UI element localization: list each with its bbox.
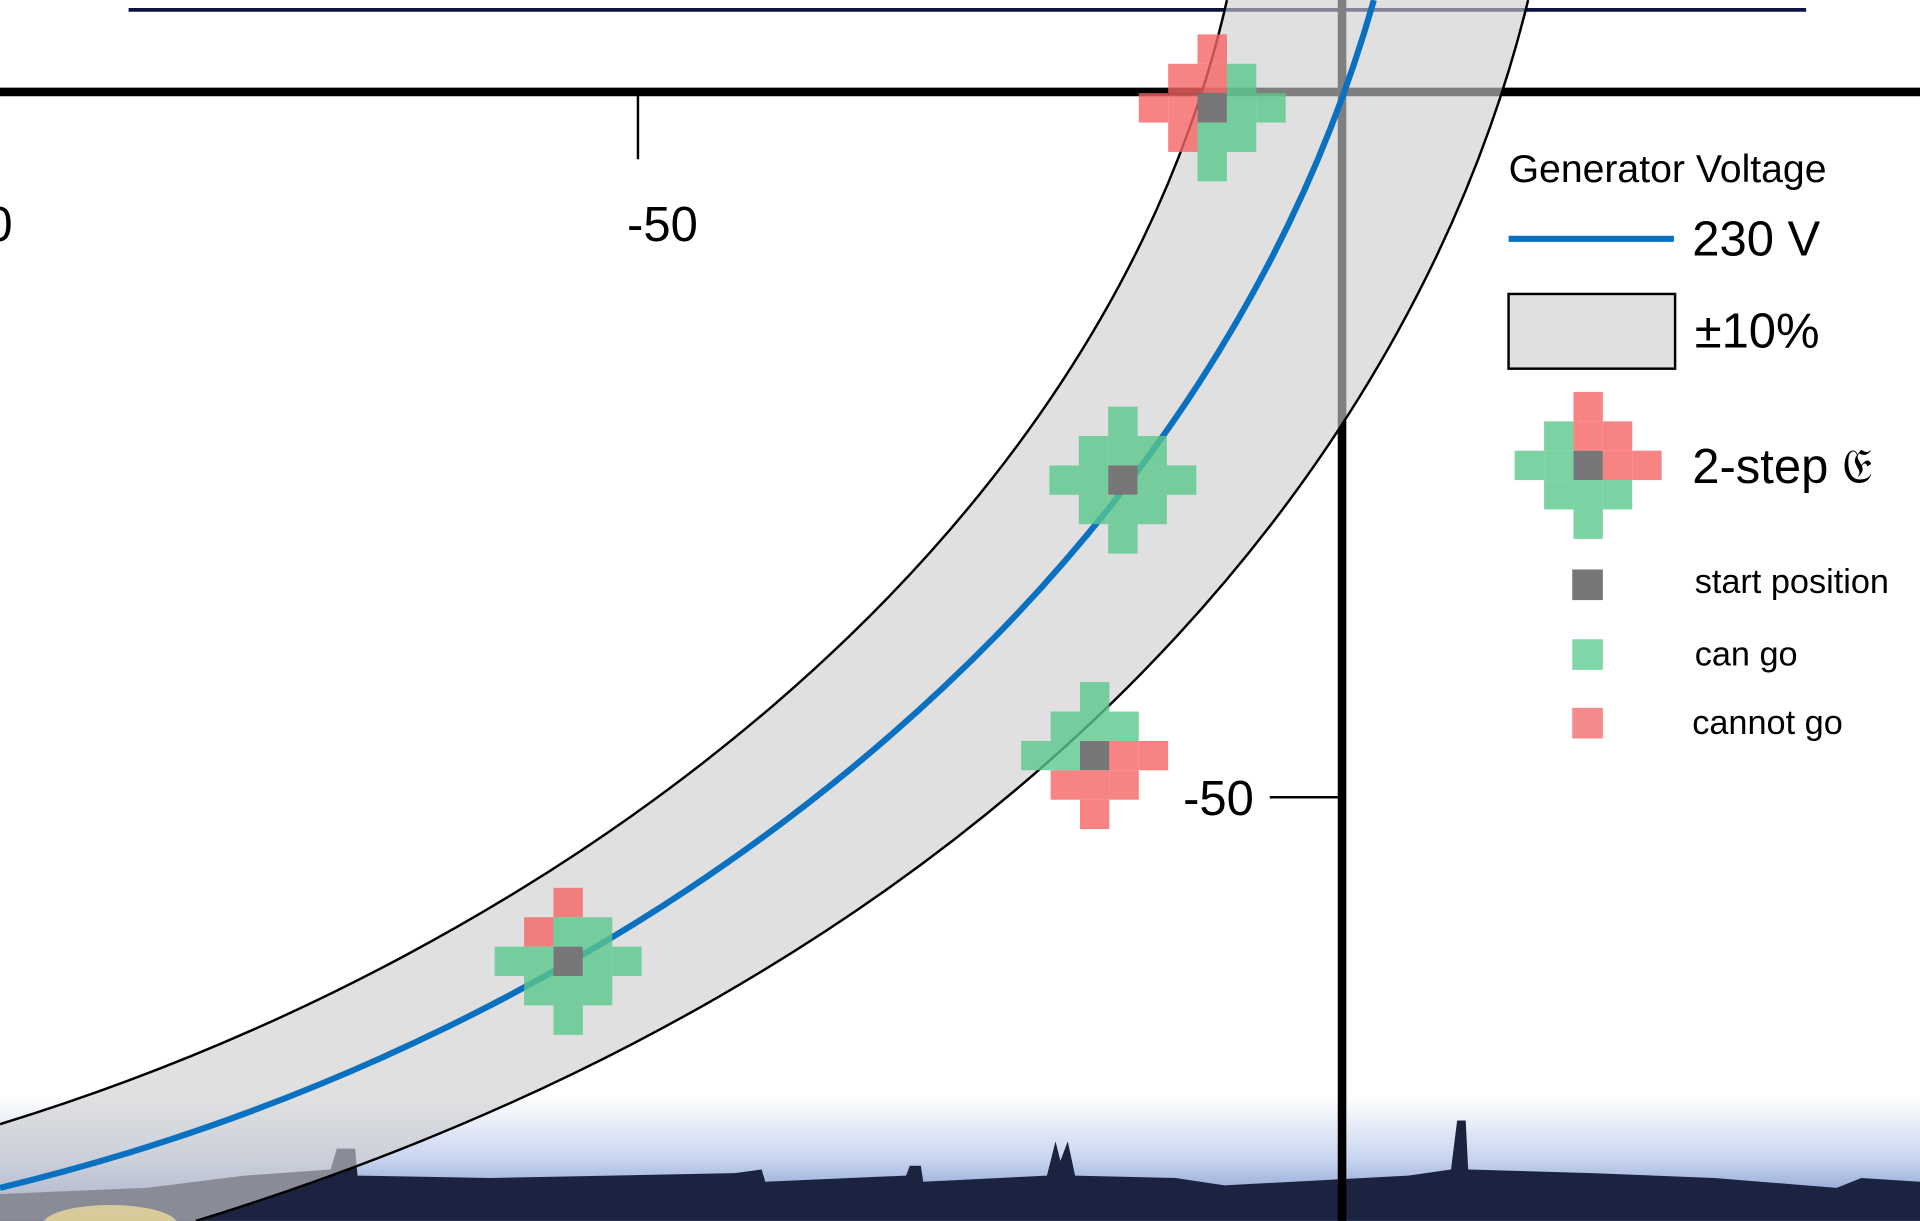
legend-item: start position <box>1695 563 1889 601</box>
cross-cell <box>553 976 582 1005</box>
cross-cell <box>524 976 553 1005</box>
cross-cell <box>1603 451 1632 480</box>
cross-cell <box>1079 495 1108 524</box>
cross-cell <box>1227 64 1256 93</box>
cross-cell <box>495 947 524 976</box>
legend-label: ±10% <box>1695 304 1820 358</box>
cross-cell <box>583 976 612 1005</box>
cross-cell <box>1515 451 1544 480</box>
cross-cell <box>583 947 612 976</box>
legend-swatch <box>1572 569 1603 600</box>
page: {"axes": {"x_tick_labels": ["0", "-50"],… <box>0 0 1920 1221</box>
x-tick-label: -50 <box>627 198 698 252</box>
cross-cell <box>1051 770 1080 799</box>
cross-cell <box>1573 509 1602 538</box>
cross-cell <box>553 947 582 976</box>
cross-cell <box>1051 741 1080 770</box>
cross-cell <box>1021 741 1050 770</box>
cross-cell <box>1168 93 1197 122</box>
legend-label: 230 V <box>1692 212 1820 266</box>
cross-cell <box>1544 451 1573 480</box>
cross-cell <box>1109 712 1138 741</box>
cross-cell <box>1256 93 1285 122</box>
legend-swatch <box>1572 639 1603 670</box>
cross-cell <box>1167 465 1196 494</box>
legend-swatch <box>1572 708 1603 739</box>
cross-cell <box>1573 421 1602 450</box>
cross-cell <box>583 917 612 946</box>
cross-cell <box>524 917 553 946</box>
cross-cell <box>1227 93 1256 122</box>
x-tick-label: 0 <box>0 198 13 252</box>
cross-cell <box>1051 712 1080 741</box>
cross-cell <box>1109 741 1138 770</box>
diagram: 0 -50 -50 Generator Voltage 230 V ±10% 2… <box>0 0 1920 1221</box>
cross-cell <box>1139 93 1168 122</box>
cross-cell <box>1168 123 1197 152</box>
cross-cell <box>1108 407 1137 436</box>
cross-cell <box>1108 524 1137 553</box>
cross-cell <box>1573 392 1602 421</box>
cross-cell <box>1080 712 1109 741</box>
cross-cell <box>1139 741 1168 770</box>
legend-band <box>1509 294 1676 369</box>
cross-cell <box>1080 741 1109 770</box>
cross-cell <box>1573 451 1602 480</box>
cross-cell <box>1079 436 1108 465</box>
cross-cell <box>1198 34 1227 63</box>
cross-cell <box>1544 421 1573 450</box>
cross-cell <box>553 1005 582 1034</box>
legend-title: Generator Voltage <box>1509 148 1827 191</box>
cross-cell <box>1049 465 1078 494</box>
cross-cell <box>1138 465 1167 494</box>
cross-cell <box>553 888 582 917</box>
cross-cell <box>1080 800 1109 829</box>
cross-cell <box>1227 123 1256 152</box>
cross-cell <box>1108 495 1137 524</box>
cross-cell <box>553 917 582 946</box>
cross-cell <box>1573 480 1602 509</box>
cross-cell <box>1632 451 1661 480</box>
legend-label: 2-step 𝔈 <box>1692 440 1872 494</box>
cross-cell <box>1138 436 1167 465</box>
cross-cell <box>524 947 553 976</box>
y-tick-label: -50 <box>1183 772 1254 826</box>
cross-cell <box>1603 421 1632 450</box>
cross-cell <box>1198 152 1227 181</box>
legend-item: cannot go <box>1692 704 1843 742</box>
cross-cell <box>612 947 641 976</box>
cross-cell <box>1079 465 1108 494</box>
cross-cell <box>1080 682 1109 711</box>
cross-cell <box>1138 495 1167 524</box>
cross-cell <box>1168 64 1197 93</box>
tolerance-band <box>0 0 1528 1221</box>
cross-cell <box>1080 770 1109 799</box>
legend-item: can go <box>1695 635 1798 673</box>
cross-cell <box>1198 93 1227 122</box>
cross-cell <box>1198 64 1227 93</box>
cross-cell <box>1198 123 1227 152</box>
cross-cell <box>1109 770 1138 799</box>
cross-cell <box>1108 465 1137 494</box>
cross-cell <box>1603 480 1632 509</box>
cross-cell <box>1108 436 1137 465</box>
cross-cell <box>1544 480 1573 509</box>
